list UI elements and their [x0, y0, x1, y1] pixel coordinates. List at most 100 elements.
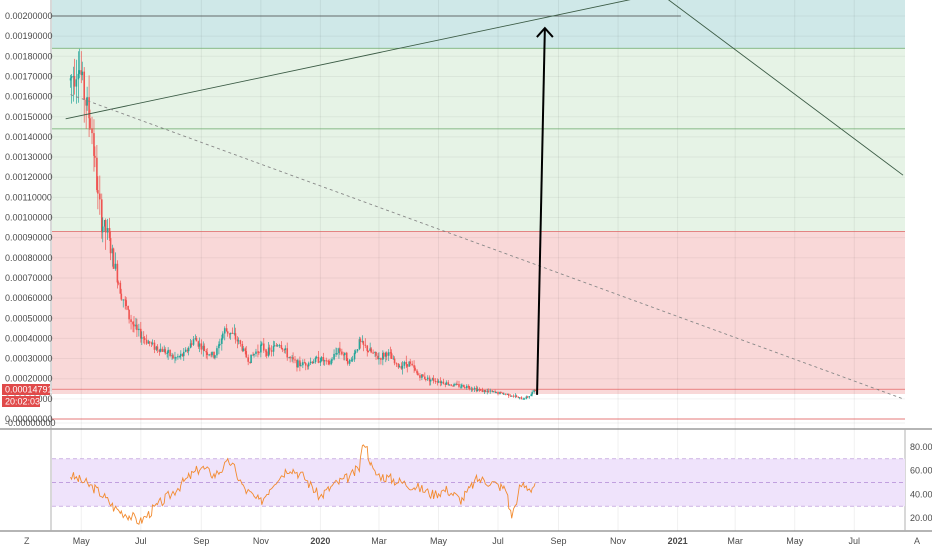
- price-tick-label: 0.00040000: [5, 333, 53, 343]
- rsi-tick-label: 60.00: [910, 466, 932, 476]
- candle-body-163: [323, 360, 326, 362]
- candle-body-181: [351, 359, 354, 361]
- candle-body-9: [83, 71, 86, 100]
- candle-body-90: [210, 354, 212, 356]
- candle-body-31: [117, 282, 120, 284]
- time-tick-label: Jul: [848, 536, 860, 546]
- candle-body-190: [366, 345, 369, 352]
- price-tick-label: 0.00090000: [5, 233, 53, 243]
- candle-body-126: [265, 351, 268, 356]
- candle-body-168: [331, 359, 333, 361]
- candle-body-283: [510, 395, 513, 397]
- zone-layer: [52, 0, 905, 394]
- candle-body-225: [421, 374, 423, 378]
- candle-body-24: [106, 228, 109, 233]
- candle-body-200: [382, 353, 384, 360]
- timezone-icon[interactable]: Z: [24, 536, 30, 546]
- candle-body-285: [514, 395, 517, 397]
- candle-body-199: [380, 358, 382, 360]
- candle-body-45: [140, 328, 142, 339]
- candle-body-248: [456, 383, 458, 385]
- trendline-2[interactable]: [666, 0, 904, 176]
- trendline-1[interactable]: [70, 94, 904, 400]
- candle-body-264: [481, 389, 484, 393]
- candle-body-205: [389, 352, 392, 354]
- candle-body-147: [299, 360, 301, 366]
- candle-body-136: [281, 348, 284, 350]
- candle-body-266: [484, 390, 487, 392]
- candle-body-224: [419, 375, 421, 378]
- candle-body-29: [114, 263, 117, 269]
- candle-body-269: [489, 390, 492, 392]
- candle-body-291: [523, 398, 526, 400]
- price-tick-label: 0.00080000: [5, 253, 53, 263]
- candle-body-220: [413, 365, 415, 368]
- candle-body-56: [156, 346, 159, 350]
- time-tick-label: May: [73, 536, 91, 546]
- rsi-axis[interactable]: 80.00 60.00 40.00 20.00: [910, 442, 932, 523]
- candle-body-111: [242, 348, 245, 351]
- time-tick-label: Sep: [551, 536, 567, 546]
- candle-body-164: [325, 360, 328, 362]
- candle-body-176: [343, 352, 346, 355]
- candle-body-154: [309, 361, 312, 364]
- candle-body-249: [458, 384, 460, 387]
- candle-body-73: [182, 351, 185, 357]
- price-tick-label: 0.00140000: [5, 132, 53, 142]
- time-tick-label: Mar: [727, 536, 743, 546]
- trendline-0[interactable]: [65, 0, 687, 120]
- time-tick-label: Nov: [610, 536, 627, 546]
- price-axis[interactable]: 0.00200000 0.00190000 0.00180000 0.00170000…: [5, 11, 56, 428]
- candle-body-113: [245, 351, 248, 358]
- price-tick-label: 0.00100000: [5, 213, 53, 223]
- candle-body-294: [528, 396, 531, 398]
- candle-body-171: [336, 353, 338, 355]
- price-tick-label: -0.00000000: [5, 418, 56, 428]
- price-tick-label: 0.00050000: [5, 313, 53, 323]
- candle-body-201: [383, 353, 385, 357]
- projection-arrow[interactable]: [536, 26, 554, 395]
- candle-body-152: [306, 365, 309, 367]
- time-axis[interactable]: May Jul Sep Nov 2020 Mar May Jul Sep Nov 2021 Mar Ma…: [73, 536, 860, 546]
- candle-body-91: [211, 351, 213, 356]
- candle-body-138: [284, 348, 287, 350]
- candle-body-286: [515, 395, 518, 398]
- candle-body-109: [239, 340, 242, 345]
- candle-body-95: [218, 344, 220, 349]
- candle-body-158: [315, 356, 318, 358]
- candle-body-123: [261, 343, 263, 345]
- candle-body-60: [163, 349, 166, 352]
- candle-body-1: [70, 76, 73, 79]
- candle-body-141: [289, 357, 291, 359]
- time-tick-label: Nov: [253, 536, 270, 546]
- auto-scale-icon[interactable]: A: [914, 536, 920, 546]
- candle-body-59: [161, 348, 164, 352]
- candle-body-251: [461, 384, 463, 387]
- candle-body-270: [491, 390, 493, 392]
- candle-body-243: [448, 384, 451, 386]
- candle-body-82: [197, 341, 200, 347]
- candle-body-117: [252, 354, 254, 356]
- trendline-layer[interactable]: [65, 0, 904, 400]
- candle-body-33: [120, 293, 123, 300]
- candle-body-284: [512, 395, 515, 397]
- candle-body-94: [216, 348, 218, 356]
- candle-body-18: [97, 190, 99, 194]
- candle-body-282: [509, 395, 512, 397]
- candle-body-102: [228, 333, 231, 335]
- countdown-badge-bg: [2, 396, 40, 407]
- candle-body-13: [89, 118, 91, 129]
- candle-body-38: [128, 309, 130, 320]
- candle-body-49: [145, 339, 148, 344]
- arrow-head[interactable]: [536, 26, 554, 38]
- candle-body-84: [200, 343, 203, 350]
- candle-body-153: [307, 363, 310, 367]
- candle-body-178: [346, 361, 349, 364]
- candle-body-177: [345, 352, 348, 362]
- candle-body-208: [393, 358, 396, 364]
- candle-body-80: [194, 338, 197, 340]
- arrow-shaft[interactable]: [536, 28, 546, 395]
- candle-body-100: [225, 328, 228, 332]
- candle-body-132: [275, 345, 278, 347]
